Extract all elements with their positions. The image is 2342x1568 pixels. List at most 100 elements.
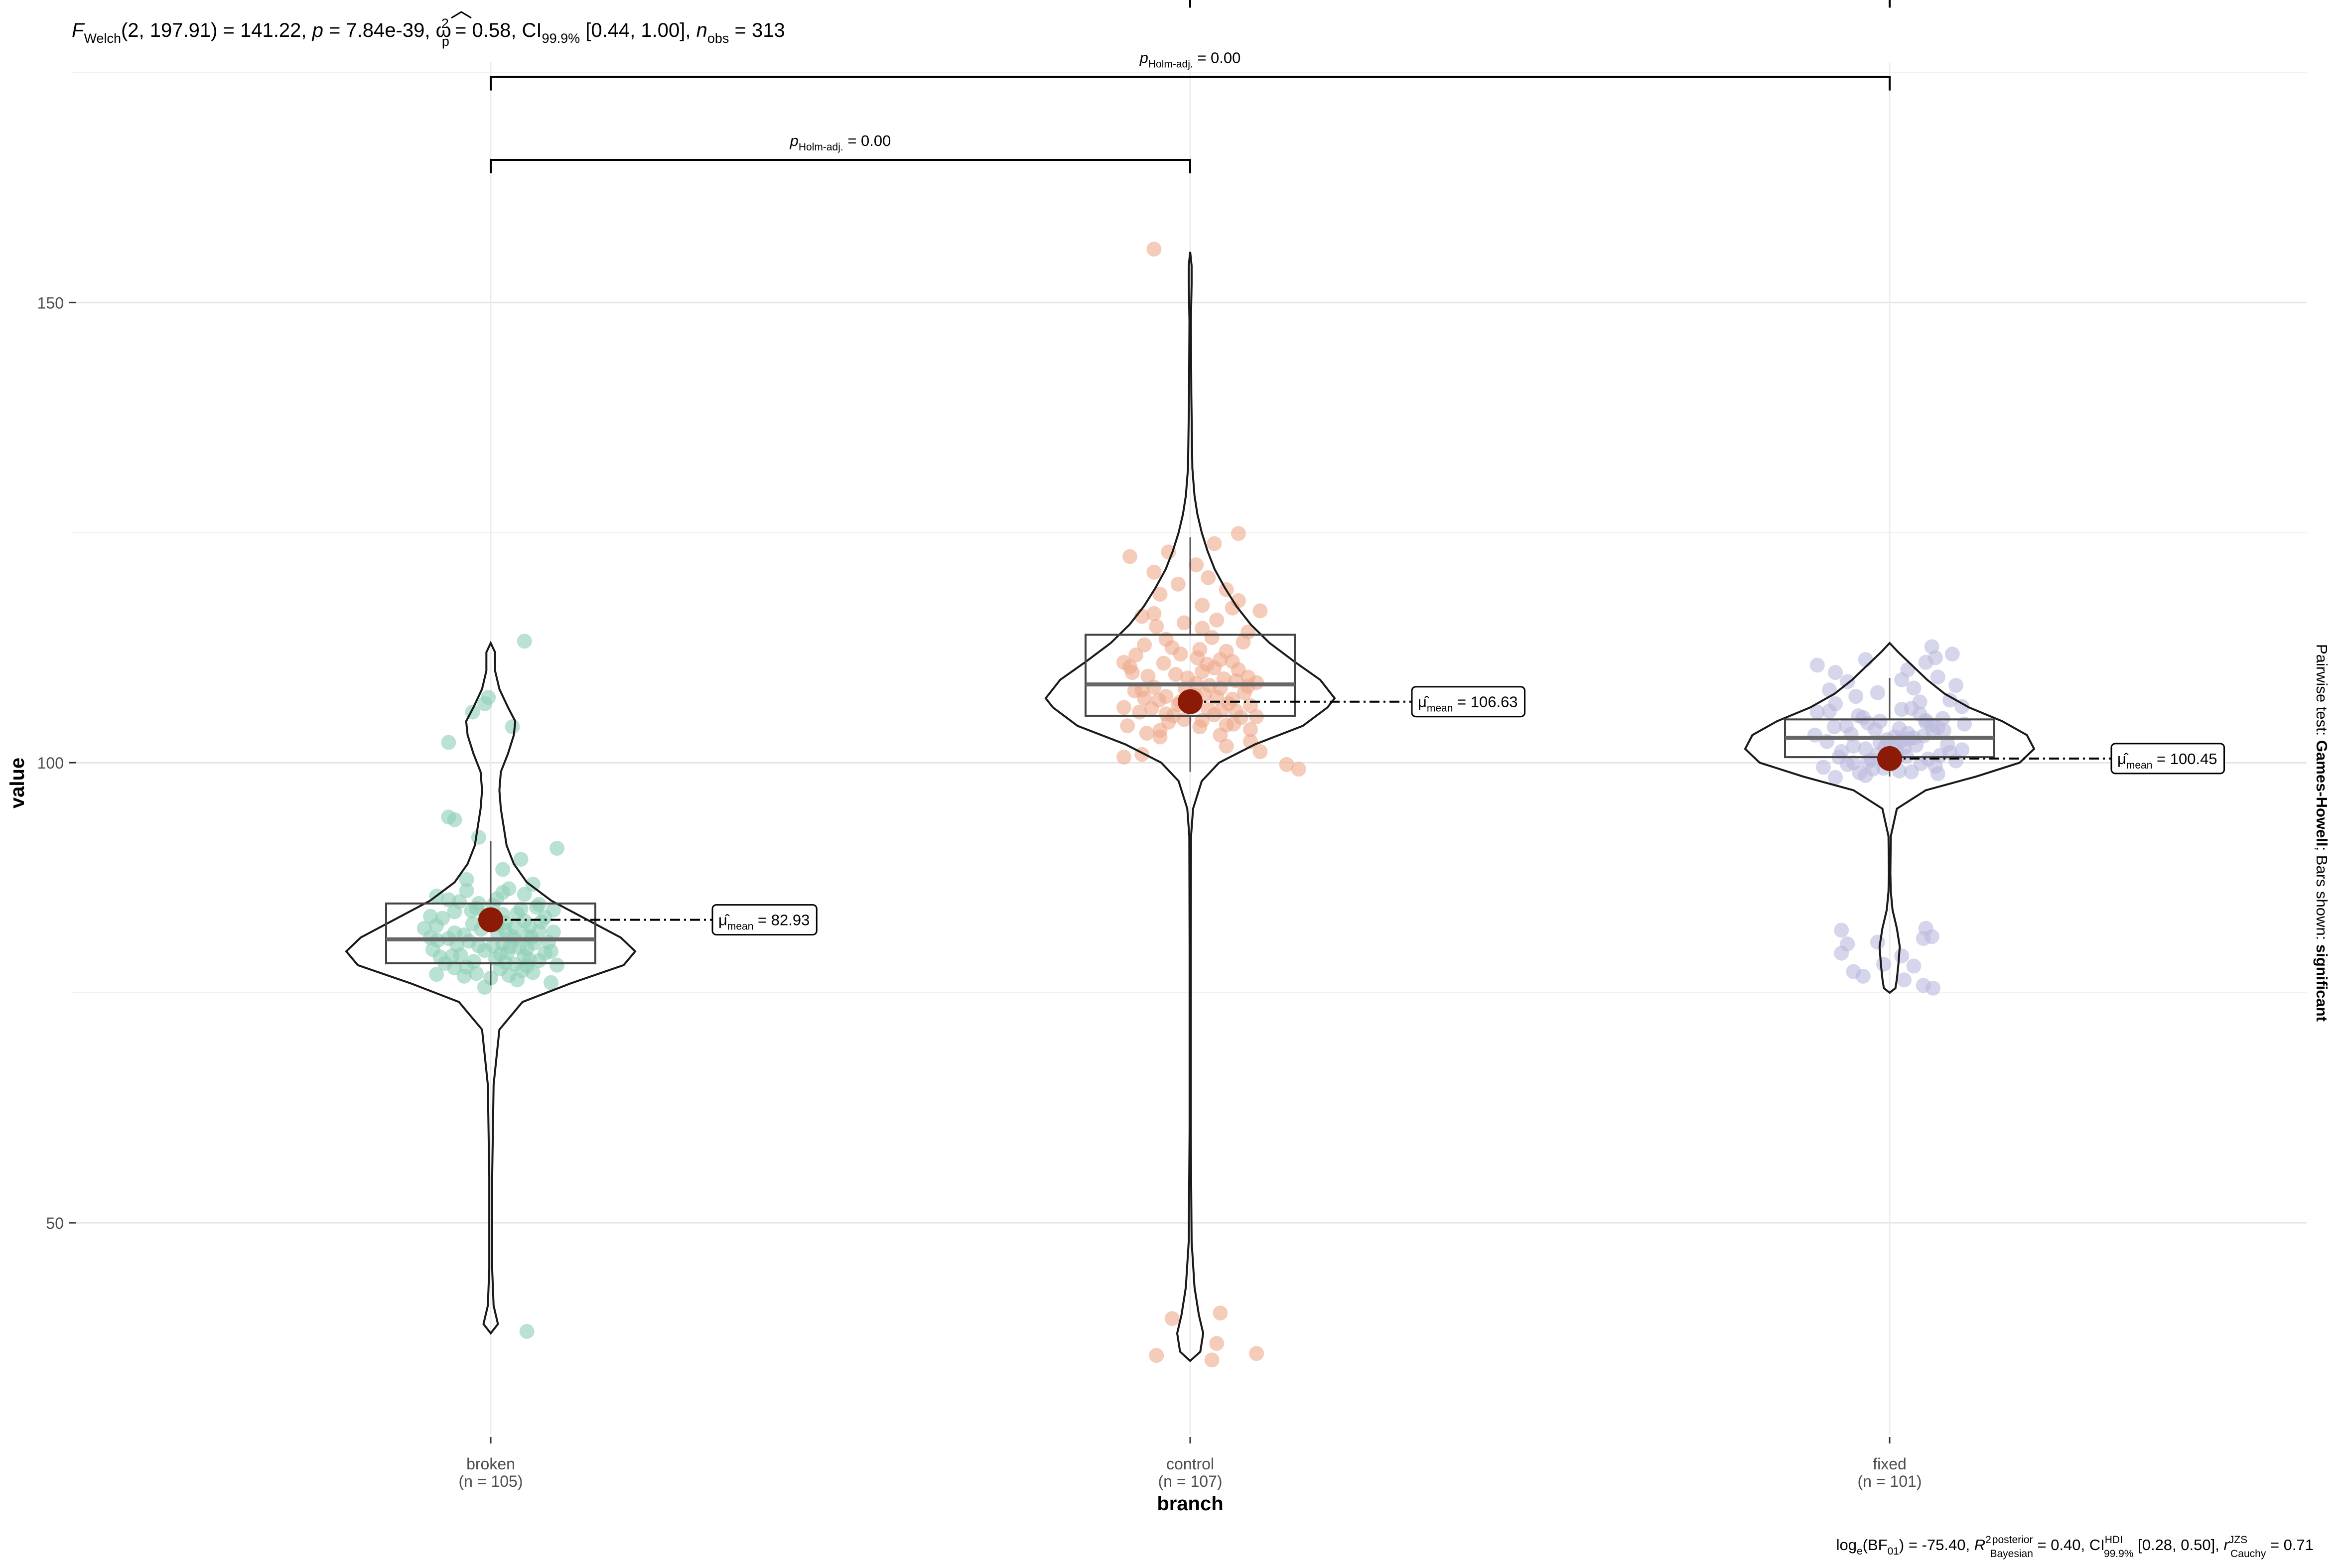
data-point xyxy=(1124,665,1140,680)
data-point xyxy=(1156,655,1171,671)
data-point xyxy=(471,938,486,953)
data-point xyxy=(1128,648,1144,663)
data-point xyxy=(1243,698,1258,713)
comparison-bracket xyxy=(490,76,1891,91)
data-point xyxy=(1116,700,1131,715)
data-point xyxy=(1872,714,1888,729)
data-point xyxy=(1948,677,1964,693)
data-point xyxy=(1146,606,1162,621)
data-point xyxy=(514,963,530,978)
data-point xyxy=(544,975,558,990)
data-point xyxy=(481,690,496,705)
data-point xyxy=(1195,598,1210,613)
data-point xyxy=(1152,587,1168,602)
comparison-label: pHolm-adj. = 0.00 xyxy=(790,132,891,153)
x-tick-label: fixed xyxy=(1873,1455,1907,1473)
data-point xyxy=(444,948,460,964)
mean-label: μ̂mean = 82.93 xyxy=(718,912,810,932)
data-point xyxy=(1954,699,1970,714)
data-point xyxy=(1226,716,1241,732)
data-point xyxy=(1146,242,1162,257)
group-control: μ̂mean = 106.63 xyxy=(1044,242,1526,1368)
data-point xyxy=(1201,570,1216,585)
data-point xyxy=(1906,958,1922,974)
data-point xyxy=(1865,762,1881,777)
data-point xyxy=(1855,968,1871,984)
mean-label: μ̂mean = 106.63 xyxy=(1418,693,1518,714)
data-point xyxy=(1936,723,1951,738)
data-point xyxy=(1207,536,1222,551)
data-point xyxy=(1170,576,1186,592)
groups: μ̂mean = 82.93 μ̂mean = 106.63 μ̂mean = 10… xyxy=(345,242,2225,1368)
data-point xyxy=(525,877,541,892)
comparison-label: pHolm-adj. = 0.00 xyxy=(1139,49,1241,70)
mean-marker xyxy=(1877,746,1902,771)
data-point xyxy=(1944,647,1960,662)
mean-marker xyxy=(478,907,503,932)
mean-label-box xyxy=(1411,686,1526,718)
data-point xyxy=(1930,669,1945,685)
data-point xyxy=(1209,612,1225,628)
bayes-caption: loge(BF01) = -75.40, R2posterior Bayesian… xyxy=(1836,1534,2314,1560)
data-point xyxy=(1828,665,1843,680)
data-point xyxy=(1846,738,1861,754)
data-point xyxy=(1213,727,1228,743)
data-point xyxy=(1122,549,1137,564)
data-point xyxy=(1846,755,1861,771)
data-point xyxy=(1930,766,1945,782)
data-point xyxy=(1120,718,1135,734)
data-point xyxy=(1231,526,1246,541)
data-point xyxy=(517,634,532,649)
data-point xyxy=(1942,692,1957,708)
data-point xyxy=(1815,760,1831,775)
data-point xyxy=(1828,770,1843,785)
data-point xyxy=(1149,1348,1164,1363)
violin-outline xyxy=(345,641,637,1335)
data-point xyxy=(1926,980,1941,996)
data-point xyxy=(1822,682,1837,698)
data-point xyxy=(1161,544,1176,560)
data-point xyxy=(1214,702,1229,718)
data-point xyxy=(1243,722,1258,737)
chart-title: FWelch(2, 197.91) = 141.22, p = 7.84e-39… xyxy=(72,16,785,49)
mean-label-box xyxy=(711,904,818,936)
data-point xyxy=(1279,757,1294,772)
comparison-bracket xyxy=(490,158,1191,173)
data-point xyxy=(1164,1311,1180,1326)
data-point xyxy=(441,735,456,750)
group-broken: μ̂mean = 82.93 xyxy=(345,634,818,1339)
x-axis: broken(n = 105) control(n = 107) fixed(n =… xyxy=(459,1437,1922,1490)
mean-label: μ̂mean = 100.45 xyxy=(2117,750,2217,771)
group-fixed: μ̂mean = 100.45 xyxy=(1744,639,2225,996)
data-point xyxy=(1870,685,1885,700)
data-point xyxy=(1149,619,1164,634)
data-point xyxy=(505,719,520,735)
data-point xyxy=(1152,729,1168,745)
data-point xyxy=(1912,694,1928,710)
data-point xyxy=(517,887,532,902)
data-point xyxy=(416,920,432,936)
data-point xyxy=(519,1324,535,1339)
data-point xyxy=(1140,668,1156,684)
violin-outline xyxy=(1744,642,2036,994)
data-point xyxy=(1926,724,1941,739)
data-point xyxy=(1146,564,1162,580)
data-point xyxy=(1137,637,1152,653)
data-point xyxy=(1834,922,1849,938)
data-point xyxy=(513,852,529,867)
data-point xyxy=(495,885,511,900)
x-tick-label: broken xyxy=(466,1455,515,1473)
data-point xyxy=(423,909,438,924)
data-point xyxy=(1252,603,1268,619)
x-tick-count: (n = 105) xyxy=(459,1472,523,1490)
data-point xyxy=(1168,666,1183,682)
data-point xyxy=(1252,744,1268,760)
data-point xyxy=(1151,692,1167,708)
data-point xyxy=(1954,742,1970,758)
pairwise-test-label: Pairwise test: Games-Howell; Bars shown:… xyxy=(2313,644,2331,1022)
data-point xyxy=(466,954,482,969)
data-point xyxy=(1291,762,1306,777)
data-point xyxy=(1848,689,1864,704)
